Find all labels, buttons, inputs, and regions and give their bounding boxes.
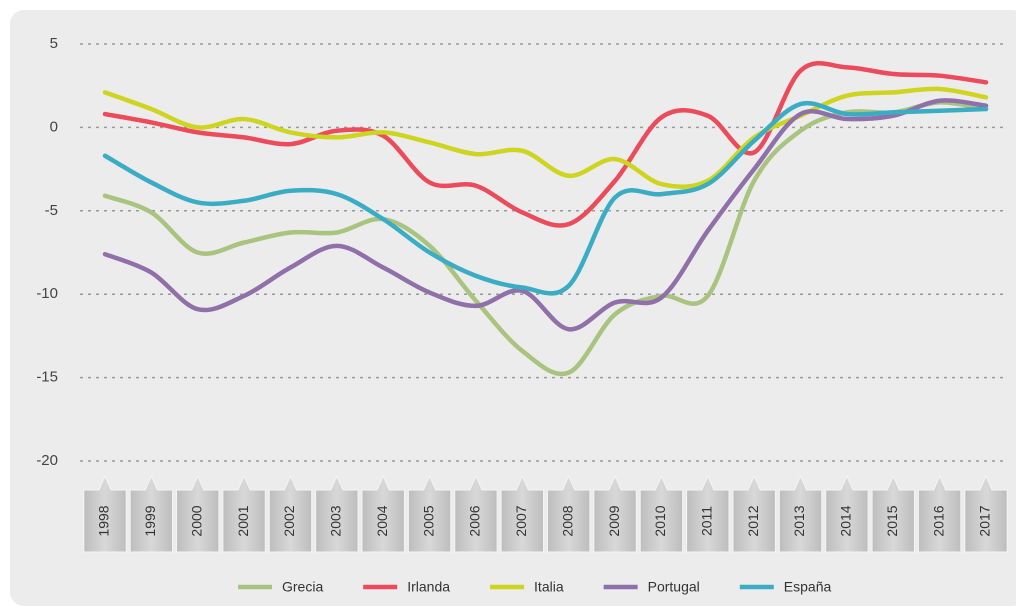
x-tick-label: 2016 [930,505,946,536]
x-tick-label: 2008 [559,505,575,536]
x-tick-label: 1998 [96,505,112,536]
legend-label: España [784,579,832,595]
x-tick-label: 2012 [745,505,761,536]
x-tick-label: 2006 [467,505,483,536]
x-tab [361,474,405,553]
x-tick-label: 2001 [235,505,251,536]
x-tab [315,474,359,553]
x-tab [129,474,174,553]
y-tick-label: -15 [36,369,58,386]
x-tick-label: 2002 [281,505,297,536]
x-tab [964,474,1008,553]
legend-label: Grecia [282,579,323,595]
x-tick-label: 2000 [188,505,204,536]
x-tick-label: 1999 [142,505,158,536]
y-tick-label: 5 [50,35,58,52]
legend-label: Portugal [648,579,700,595]
y-tick-label: 0 [50,118,58,135]
x-tick-label: 2015 [884,505,900,536]
line-series [102,61,989,228]
legend-label: Italia [534,579,564,595]
x-tab [222,474,266,553]
x-tab [547,474,591,553]
x-tick-label: 2005 [420,505,436,536]
x-tab [917,474,962,553]
x-tick-label: 2007 [513,505,529,536]
x-tab [268,474,313,553]
x-tab [871,474,915,553]
x-tab [176,474,220,553]
x-tab [778,474,823,553]
x-tick-label: 2010 [652,505,668,536]
line-series [102,100,989,296]
x-tick-label: 2013 [791,505,807,536]
x-tab [454,474,498,553]
x-tick-label: 2014 [838,505,854,536]
line-series [102,98,989,332]
line-series [102,86,989,189]
x-tab [825,474,869,553]
x-tab [83,474,127,553]
x-tick-label: 2009 [606,505,622,536]
x-tab [407,474,452,553]
y-tick-label: -10 [36,285,58,302]
x-tick-label: 2011 [698,506,714,536]
x-tab [686,474,730,553]
x-tab [639,474,684,553]
x-tick-label: 2003 [328,505,344,536]
x-tab [732,474,776,553]
x-tick-label: 2004 [374,505,390,536]
legend-label: Irlanda [407,579,450,595]
x-tick-label: 2017 [977,505,993,536]
y-tick-label: -5 [45,202,58,219]
x-tab [593,474,637,553]
y-tick-label: -20 [36,452,58,469]
x-tab [500,474,544,553]
